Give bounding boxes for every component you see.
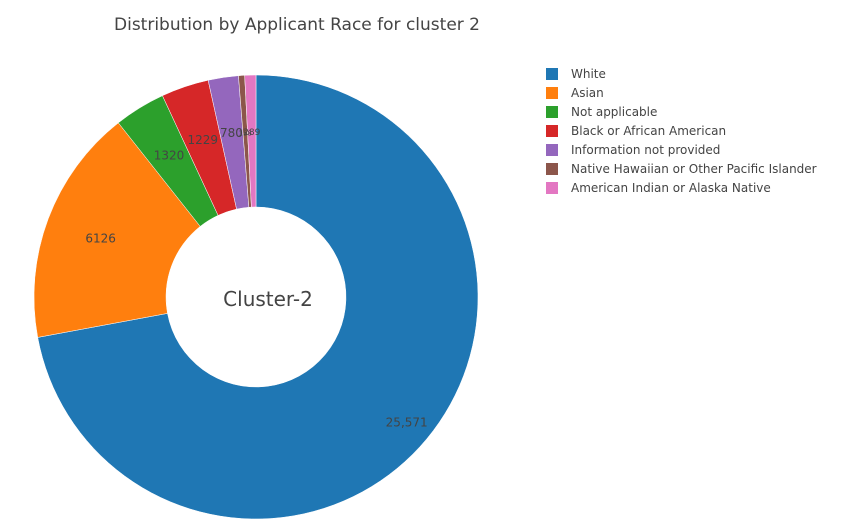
legend-label: American Indian or Alaska Native [571,181,771,195]
legend-label: Native Hawaiian or Other Pacific Islande… [571,162,817,176]
legend-swatch [546,87,558,99]
pie-slices [33,74,479,520]
legend-label: Black or African American [571,124,726,138]
legend-swatch [546,163,558,175]
slice-label-white: 25,571 [386,415,428,429]
slice-label-american-indian-or-alaska-native: 289 [243,128,260,138]
legend-swatch [546,106,558,118]
legend-label: Not applicable [571,105,657,119]
legend: White Asian Not applicable Black or African… [546,67,817,195]
slice-asian[interactable] [33,122,201,338]
legend-swatch [546,68,558,80]
legend-label: Information not provided [571,143,720,157]
legend-label: Asian [571,86,604,100]
center-label: Cluster-2 [223,287,313,311]
slice-label-asian: 6126 [85,232,116,246]
legend-item-american-indian-or-alaska-native[interactable]: American Indian or Alaska Native [546,181,771,195]
slice-label-information-not-provided: 780 [220,126,243,140]
slice-label-black-or-african-american: 1229 [188,133,219,147]
legend-item-white[interactable]: White [546,67,606,81]
slice-american-indian-or-alaska-native[interactable] [244,74,257,208]
legend-item-native-hawaiian-or-other-pacific-islander[interactable]: Native Hawaiian or Other Pacific Islande… [546,162,817,176]
legend-label: White [571,67,606,81]
slice-label-native-hawaiian-or-other-pacific-islander: 158 [238,129,251,137]
legend-swatch [546,125,558,137]
slice-label-not-applicable: 1320 [154,149,185,163]
legend-item-black-or-african-american[interactable]: Black or African American [546,124,726,138]
legend-item-asian[interactable]: Asian [546,86,604,100]
legend-swatch [546,182,558,194]
chart-title: Distribution by Applicant Race for clust… [114,15,480,35]
legend-swatch [546,144,558,156]
legend-item-not-applicable[interactable]: Not applicable [546,105,657,119]
legend-item-information-not-provided[interactable]: Information not provided [546,143,720,157]
